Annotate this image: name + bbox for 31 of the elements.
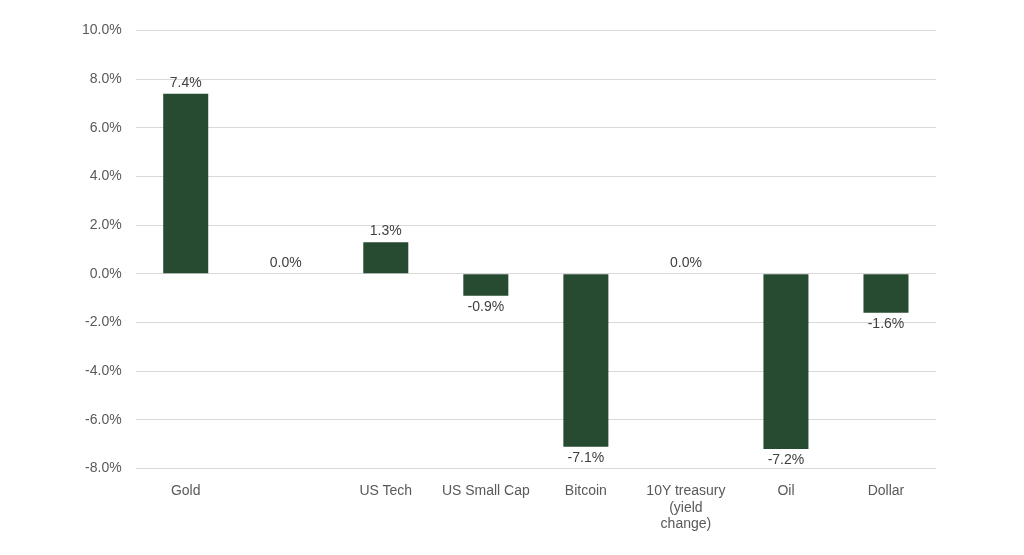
data-label: -0.9% — [467, 297, 505, 314]
x-tick-label: 10Y treasury (yield change) — [646, 481, 726, 532]
data-label: -1.6% — [867, 314, 905, 331]
data-label: -7.2% — [767, 450, 805, 467]
y-tick-label: -8.0% — [85, 459, 122, 476]
y-tick-label: 2.0% — [89, 216, 122, 233]
y-tick-label: -4.0% — [85, 362, 122, 379]
x-tick-label: US Small Cap — [441, 481, 530, 498]
x-tick-label: Gold — [170, 481, 201, 498]
y-tick-label: 0.0% — [89, 264, 122, 281]
x-tick-label: Bitcoin — [564, 481, 607, 498]
bar — [763, 274, 809, 450]
data-label: 0.0% — [269, 253, 302, 270]
y-tick-label: 4.0% — [89, 167, 122, 184]
x-tick-label: Dollar — [867, 481, 905, 498]
bar — [563, 274, 609, 447]
data-label: 7.4% — [169, 73, 202, 90]
bar — [363, 242, 409, 274]
x-tick-label: US Tech — [359, 481, 413, 498]
y-tick-label: 10.0% — [81, 21, 122, 38]
y-tick-label: -2.0% — [85, 313, 122, 330]
y-tick-label: 6.0% — [89, 118, 122, 135]
bar — [863, 274, 909, 313]
y-tick-label: -6.0% — [85, 410, 122, 427]
data-label: 0.0% — [669, 253, 702, 270]
bar — [163, 93, 209, 274]
y-tick-label: 8.0% — [89, 69, 122, 86]
data-label: -7.1% — [567, 448, 605, 465]
x-tick-label: Oil — [777, 481, 795, 498]
data-label: 1.3% — [369, 222, 402, 239]
bar — [463, 274, 509, 296]
